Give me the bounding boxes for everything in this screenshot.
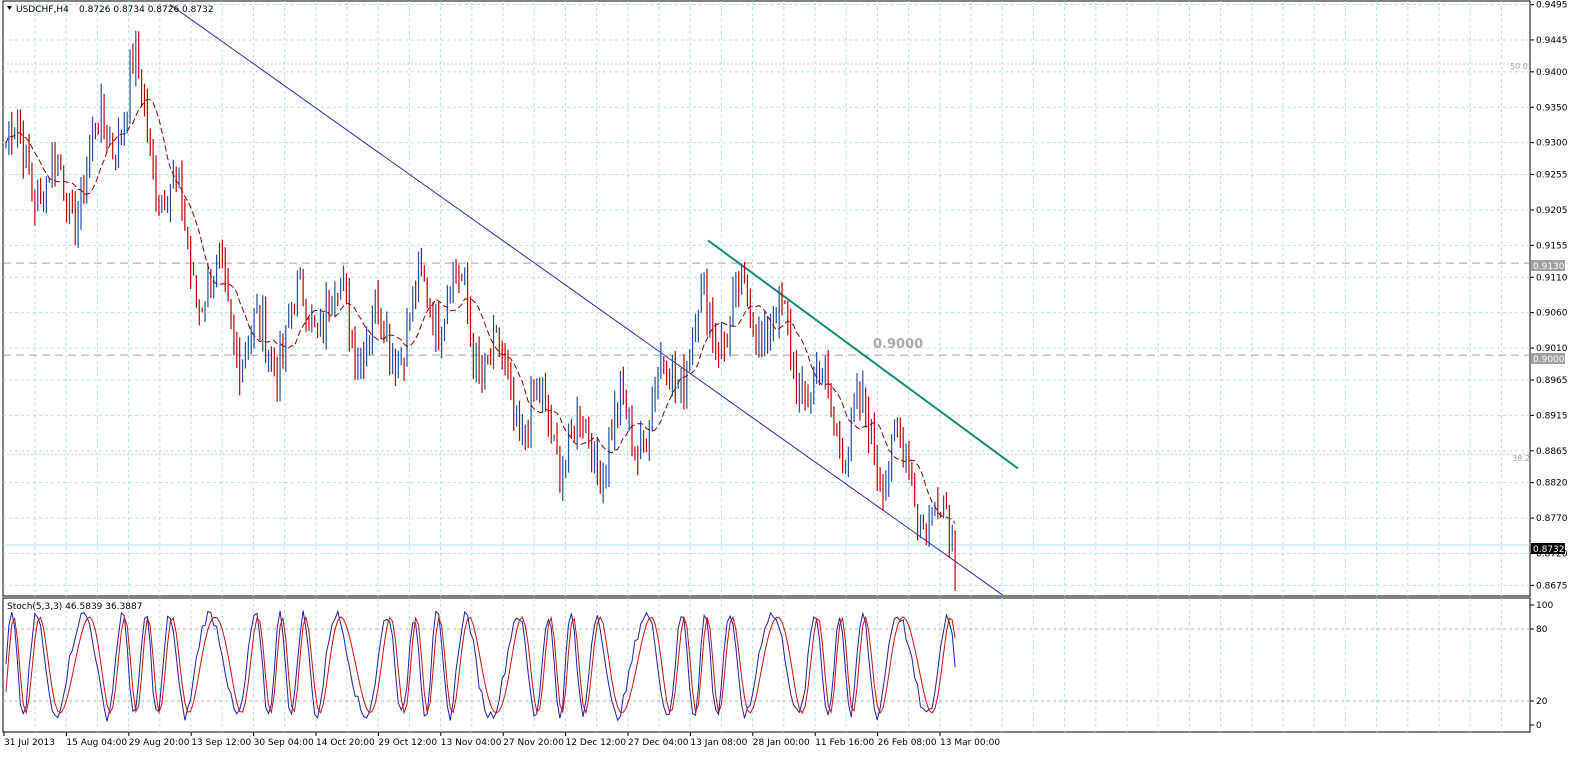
level-tag-9130: 0.9130 [1533,262,1565,272]
price-tick-label: 0.9300 [1536,139,1568,149]
price-tick-label: 0.9010 [1536,344,1568,354]
time-tick-label: 27 Dec 04:00 [628,738,689,748]
time-tick-label: 27 Nov 20:00 [503,738,564,748]
stoch-tick-label: 0 [1536,721,1542,731]
ma-line [5,98,956,524]
price-tick-label: 0.9445 [1536,36,1568,46]
time-tick-label: 29 Aug 20:00 [129,738,190,748]
time-tick-label: 26 Feb 08:00 [878,738,937,748]
main-channel-line [169,4,1004,596]
price-bars [5,30,956,591]
time-axis: 31 Jul 2013 15 Aug 04:00 29 Aug 20:00 13 Se… [3,732,1000,748]
price-tick-label: 0.9060 [1536,309,1568,319]
price-tick-label: 0.8915 [1536,411,1568,421]
time-tick-label: 29 Oct 12:00 [378,738,437,748]
time-tick-label: 13 Jan 08:00 [690,738,747,748]
price-tick-label: 0.9155 [1536,241,1568,251]
price-tick-label: 0.8865 [1536,447,1568,457]
stoch-panel-frame [2,597,1531,733]
price-tick-label: 0.9205 [1536,206,1568,216]
price-tick-label: 0.9255 [1536,171,1568,181]
horizontal-levels [3,63,1530,546]
time-tick-label: 28 Jan 00:00 [753,738,810,748]
price-tick-label: 0.9110 [1536,273,1568,283]
price-tick-label: 0.9400 [1536,68,1568,78]
trend-lines [169,4,1019,596]
ohlc-header: 0.8726 0.8734 0.8726 0.8732 [79,5,214,15]
stoch-axis: 100 80 20 0 [1530,601,1553,731]
price-tick-label: 0.8675 [1536,581,1568,591]
price-tick-label: 0.8965 [1536,376,1568,386]
time-tick-label: 13 Sep 12:00 [191,738,251,748]
symbol-header: USDCHF,H4 [16,5,69,15]
time-tick-label: 13 Nov 04:00 [441,738,502,748]
time-tick-label: 30 Sep 04:00 [254,738,314,748]
grid [3,1,1530,732]
time-tick-label: 12 Dec 12:00 [566,738,627,748]
main-chart-frame [2,0,1531,597]
stoch-header: Stoch(5,3,3) 46.5839 36.3887 [7,602,142,612]
price-tick-label: 0.8770 [1536,514,1568,524]
time-tick-label: 14 Oct 20:00 [316,738,375,748]
level-tag-9000: 0.9000 [1533,355,1565,365]
level-tag-9130-bg [1531,260,1565,271]
price-tick-label: 0.9350 [1536,103,1568,113]
time-tick-label: 11 Feb 16:00 [815,738,874,748]
stoch-main-line [5,609,956,722]
price-axis: 0.9495 0.9445 0.9400 0.9350 0.9300 0.9255 0.92… [1530,1,1568,591]
stoch-tick-label: 100 [1536,601,1553,611]
level-tag-9000-bg [1531,353,1565,364]
level-annotation[interactable]: 0.9000 [873,337,923,352]
current-price-tag: 0.8732 [1533,545,1565,555]
current-price-tag-bg [1531,543,1565,554]
price-tick-label: 0.8720 [1536,550,1568,560]
price-tick-label: 0.9495 [1536,1,1568,11]
stochastic-lines [5,609,956,722]
stoch-tick-label: 20 [1536,697,1548,707]
time-tick-label: 13 Mar 00:00 [940,738,1000,748]
moving-average [5,98,956,524]
header-dropdown-icon[interactable] [7,6,12,10]
fibo-382-label: 38.2 [1512,454,1530,463]
time-tick-label: 15 Aug 04:00 [66,738,127,748]
upper-trend-line [707,239,1019,470]
stoch-signal-line [5,615,956,715]
time-tick-label: 31 Jul 2013 [4,738,55,748]
price-tick-label: 0.8820 [1536,479,1568,489]
stoch-tick-label: 80 [1536,625,1548,635]
fibo-50-label: 50.0 [1510,62,1528,71]
